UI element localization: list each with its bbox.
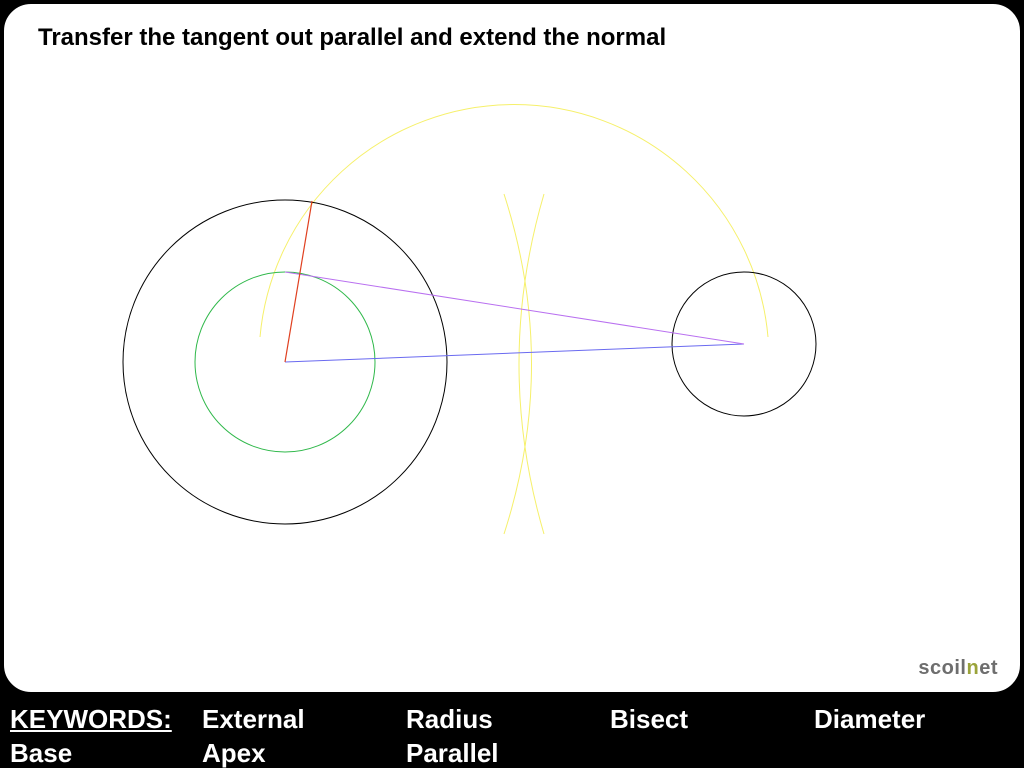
keywords-label: KEYWORDS: xyxy=(10,704,172,734)
construction-arcs xyxy=(260,105,768,534)
keyword-item: Parallel xyxy=(406,736,610,768)
line-radius-red xyxy=(285,201,312,362)
arc-top xyxy=(260,105,768,337)
keywords-bar: KEYWORDS: External Radius Bisect Diamete… xyxy=(0,698,1024,768)
keyword-item: Diameter xyxy=(814,702,1018,736)
logo-part3: et xyxy=(979,657,998,679)
line-base-blue xyxy=(285,344,744,362)
white-panel: Transfer the tangent out parallel and ex… xyxy=(3,3,1021,693)
keyword-item: Apex xyxy=(202,736,406,768)
arc-lens-right xyxy=(504,194,532,534)
keywords-row-1: KEYWORDS: External Radius Bisect Diamete… xyxy=(10,702,1014,736)
logo-part1: scoil xyxy=(918,657,966,679)
slide: Transfer the tangent out parallel and ex… xyxy=(0,0,1024,768)
keyword-item: Bisect xyxy=(610,702,814,736)
line-upper-violet xyxy=(285,272,744,344)
keywords-row-2: Base Apex Parallel xyxy=(10,736,1014,768)
keyword-item: Base xyxy=(10,736,202,768)
keyword-item: External xyxy=(202,702,406,736)
logo-scoilnet: scoilnet xyxy=(918,657,998,680)
keyword-item: Radius xyxy=(406,702,610,736)
logo-part2: n xyxy=(966,657,979,679)
diagram-canvas xyxy=(4,4,1022,694)
